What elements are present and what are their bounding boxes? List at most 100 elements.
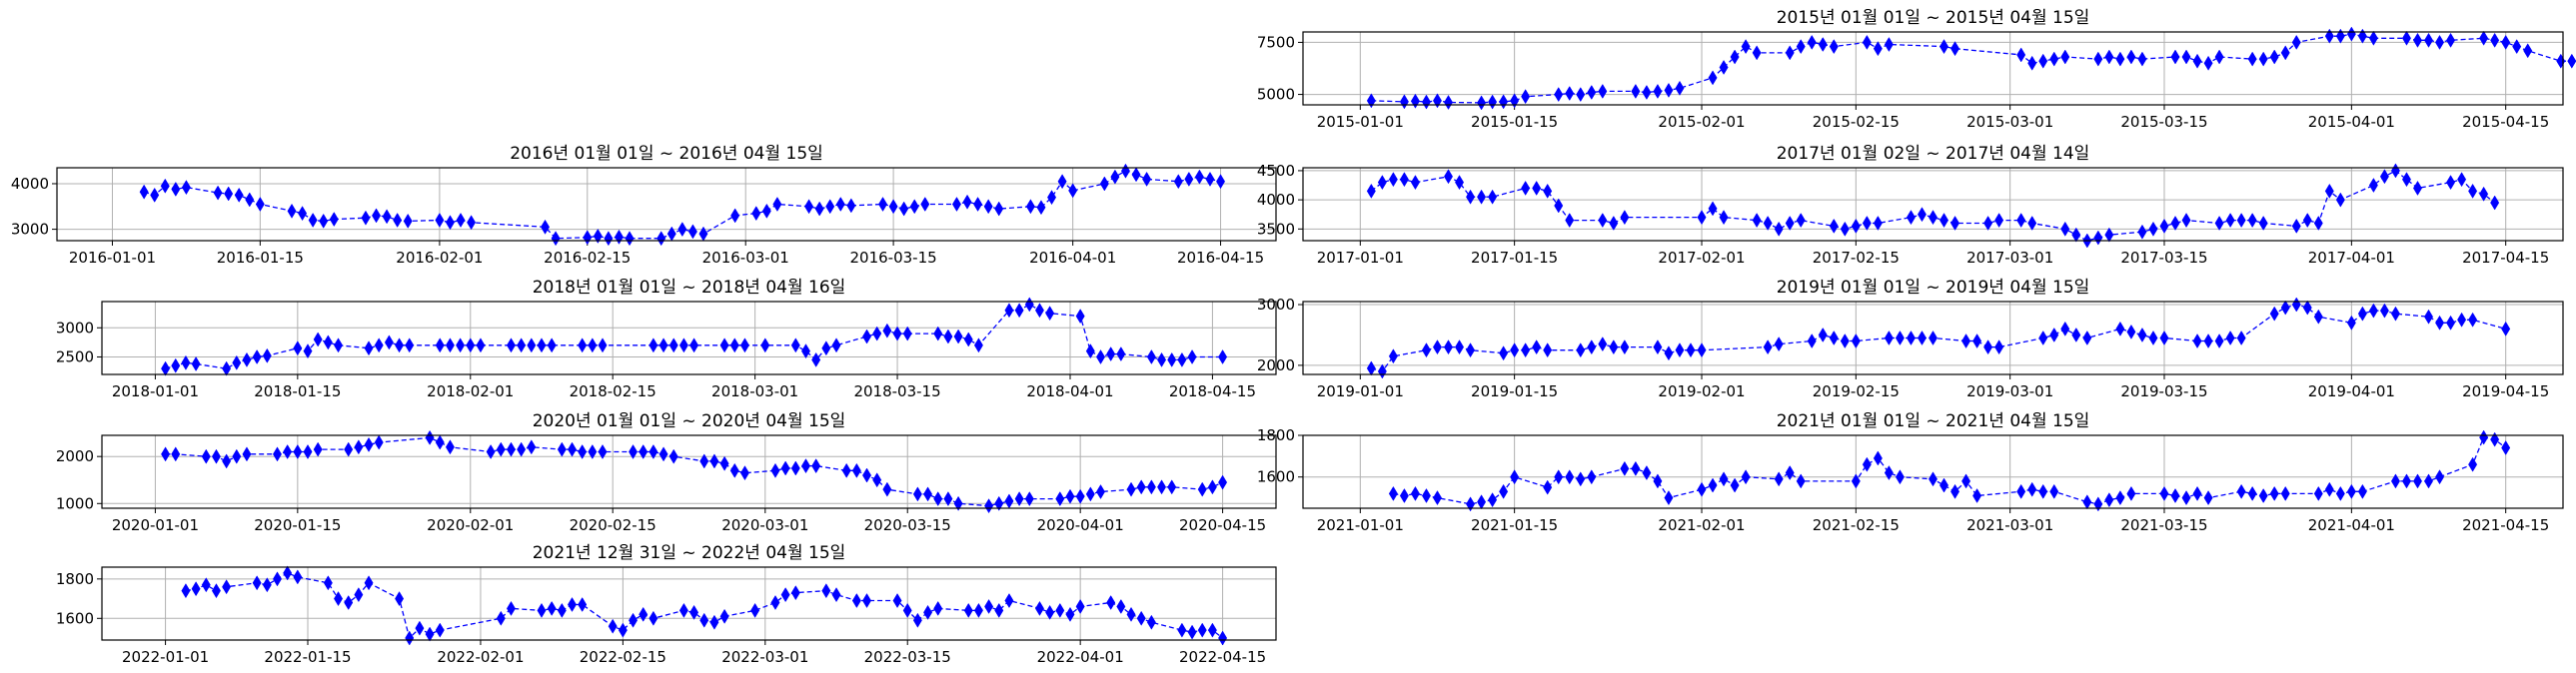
data-point-marker [760, 337, 770, 353]
data-point-marker [1664, 345, 1674, 361]
data-point-marker [1785, 215, 1795, 231]
data-point-marker [2468, 312, 2478, 328]
data-point-marker [2446, 315, 2456, 331]
data-point-marker [1444, 95, 1453, 110]
data-point-marker [435, 212, 445, 228]
data-point-marker [476, 337, 486, 353]
data-point-marker [1106, 595, 1116, 610]
data-point-marker [1177, 622, 1187, 638]
data-point-marker [1036, 200, 1046, 216]
data-point-marker [1664, 490, 1674, 506]
data-point-marker [677, 222, 687, 238]
x-tick-label: 2017-04-15 [2462, 249, 2549, 267]
chart-panel-5: 2019년 01월 01일 ~ 2019년 04월 15일 2019-01-01 2… [1257, 278, 2564, 400]
data-point-marker [2126, 49, 2136, 65]
data-point-marker [2390, 306, 2400, 322]
data-point-marker [2192, 334, 2202, 349]
data-point-marker [878, 197, 888, 212]
chart-panel-8: 2021년 12월 31일 ~ 2022년 04월 15일 2022-01-01 2… [56, 543, 1277, 666]
data-point-marker [2523, 43, 2533, 59]
data-point-marker [354, 587, 364, 603]
data-point-marker [1708, 70, 1718, 86]
x-tick-label: 2015-01-01 [1317, 113, 1404, 131]
data-point-marker [1807, 334, 1817, 349]
data-point-marker [2512, 39, 2522, 55]
data-point-marker [1983, 215, 1993, 231]
x-tick-label: 2018-03-01 [711, 382, 798, 400]
x-tick-label: 2017-03-01 [1966, 249, 2053, 267]
data-point-marker [943, 329, 953, 344]
data-point-marker [222, 579, 232, 595]
data-point-marker [2457, 172, 2467, 188]
data-point-marker [2346, 26, 2356, 42]
data-point-marker [1763, 215, 1773, 231]
data-point-marker [2093, 230, 2103, 246]
data-point-marker [2368, 303, 2378, 319]
data-point-marker [1653, 473, 1663, 489]
y-tick-label: 5000 [1257, 86, 1295, 104]
data-point-marker [2181, 49, 2191, 65]
x-tick-label: 2016-01-01 [69, 249, 156, 267]
data-point-marker [1521, 180, 1531, 196]
data-point-marker [2269, 49, 2279, 65]
data-point-marker [846, 198, 856, 214]
data-point-marker [1146, 479, 1156, 495]
data-point-marker [1697, 210, 1707, 226]
data-point-marker [2468, 456, 2478, 472]
data-point-marker [984, 498, 994, 514]
x-tick-label: 2021-01-15 [1471, 516, 1558, 534]
data-point-marker [598, 337, 608, 353]
data-point-marker [2401, 473, 2411, 489]
data-point-marker [2225, 331, 2235, 345]
data-point-marker [1068, 183, 1078, 199]
data-point-marker [2060, 321, 2070, 336]
data-point-marker [862, 593, 872, 609]
data-point-marker [1421, 487, 1431, 503]
data-point-marker [222, 360, 232, 376]
data-point-marker [2291, 34, 2301, 50]
data-point-marker [1521, 342, 1531, 358]
data-point-marker [224, 186, 234, 202]
data-point-marker [1796, 39, 1806, 55]
data-point-marker [729, 337, 739, 353]
data-point-marker [2413, 32, 2422, 48]
data-point-marker [1510, 342, 1520, 358]
data-point-marker [899, 201, 909, 217]
data-point-marker [1218, 348, 1228, 364]
data-point-marker [1598, 213, 1608, 229]
data-point-marker [588, 337, 598, 353]
data-point-marker [1950, 215, 1960, 231]
data-point-marker [2181, 490, 2191, 506]
data-point-marker [2093, 51, 2103, 67]
data-point-marker [1521, 89, 1531, 105]
data-point-marker [303, 443, 313, 459]
data-point-marker [1004, 493, 1014, 509]
data-point-marker [1065, 488, 1075, 504]
data-point-marker [699, 612, 709, 628]
data-point-marker [2247, 213, 2257, 229]
data-point-marker [902, 602, 912, 618]
data-point-marker [2501, 440, 2511, 456]
data-point-marker [578, 443, 588, 459]
x-tick-label: 2017-01-15 [1471, 249, 1558, 267]
data-point-marker [790, 460, 800, 476]
data-point-marker [588, 443, 598, 459]
data-point-marker [963, 602, 973, 618]
data-point-marker [1697, 481, 1707, 497]
data-point-marker [1045, 306, 1055, 322]
data-point-marker [171, 446, 181, 462]
y-tick-label: 1800 [1257, 426, 1295, 444]
data-point-marker [293, 443, 303, 459]
data-point-marker [1664, 82, 1674, 98]
data-point-marker [191, 581, 201, 597]
data-point-marker [933, 600, 943, 616]
data-point-marker [1207, 622, 1217, 638]
data-point-marker [1862, 456, 1872, 472]
data-point-marker [2413, 473, 2422, 489]
data-point-marker [629, 612, 639, 628]
x-tick-label: 2020-02-15 [570, 516, 656, 534]
data-point-marker [709, 453, 719, 469]
data-point-marker [2435, 34, 2445, 50]
data-point-marker [1873, 41, 1883, 57]
data-point-marker [1205, 171, 1215, 187]
